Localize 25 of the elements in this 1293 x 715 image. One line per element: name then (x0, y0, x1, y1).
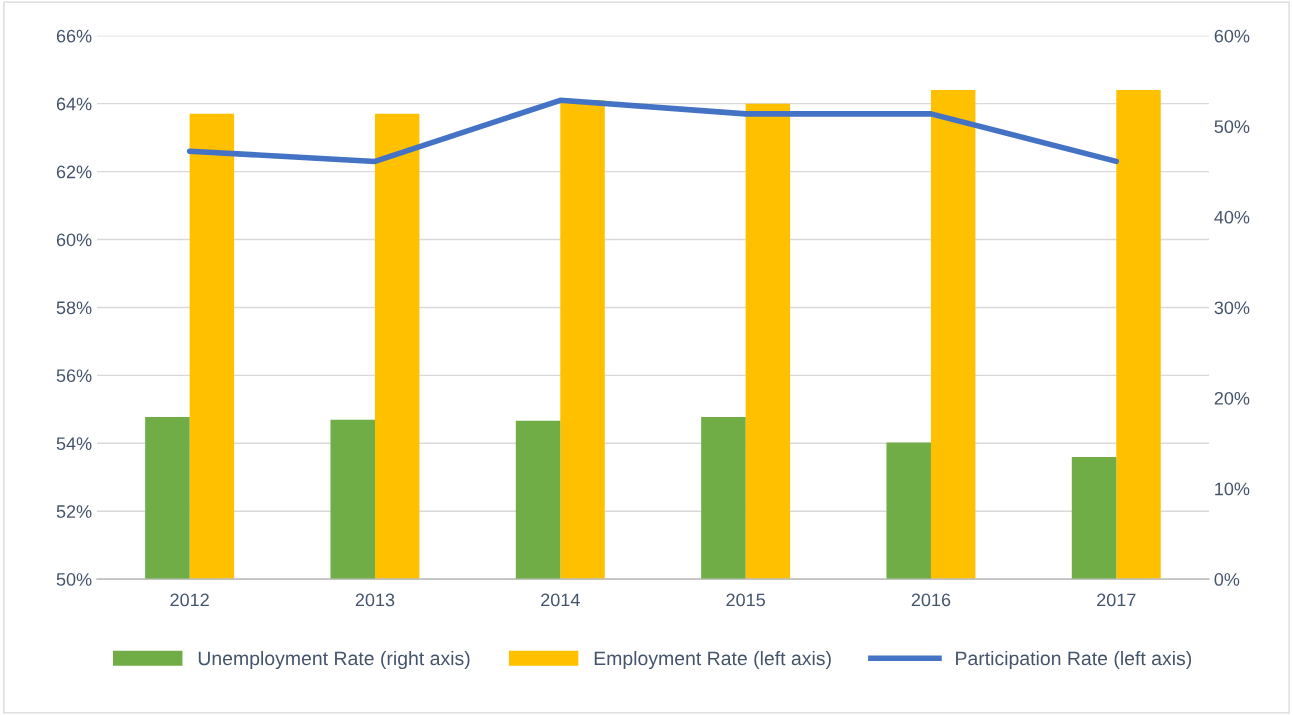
y-tick-label: 64% (56, 97, 92, 111)
y2-tick-label: 30% (1214, 301, 1250, 315)
x-tick-label: 2012 (170, 593, 209, 607)
y2-tick-label: 40% (1214, 210, 1250, 224)
legend-label: Employment Rate (left axis) (594, 650, 831, 670)
x-tick-label: 2013 (355, 593, 395, 607)
y-tick-label: 54% (56, 437, 92, 451)
legend-label: Unemployment Rate (right axis) (198, 650, 470, 670)
x-tick-label: 2014 (541, 593, 580, 607)
y-tick-label: 50% (56, 573, 92, 586)
y2-tick-label: 20% (1214, 391, 1250, 405)
y-tick-label: 66% (56, 29, 92, 43)
y-tick-label: 60% (56, 233, 92, 247)
x-tick-label: 2015 (726, 593, 765, 607)
y2-tick-label: 0% (1214, 573, 1240, 586)
y2-tick-label: 10% (1215, 482, 1250, 496)
y-tick-label: 56% (56, 369, 92, 383)
y-tick-label: 58% (56, 301, 92, 315)
y-tick-label: 52% (56, 505, 92, 518)
y-tick-label: 62% (56, 165, 92, 179)
y2-tick-label: 60% (1214, 29, 1250, 43)
x-tick-label: 2017 (1097, 593, 1136, 607)
x-tick-label: 2016 (911, 593, 951, 607)
y2-tick-label: 50% (1214, 120, 1250, 134)
legend-label: Participation Rate (left axis) (956, 650, 1192, 670)
